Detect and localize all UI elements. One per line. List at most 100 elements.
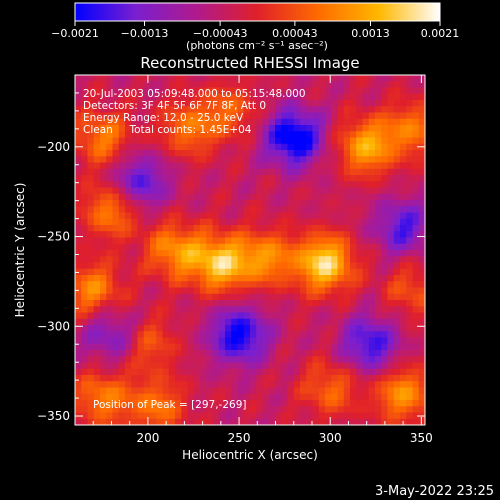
y-tick-label: −250 xyxy=(37,230,70,244)
heatmap-cell xyxy=(193,225,201,232)
heatmap-cell xyxy=(143,212,151,220)
heatmap-cell xyxy=(168,156,176,164)
heatmap-cell xyxy=(225,275,232,282)
heatmap-cell xyxy=(118,331,126,339)
heatmap-cell xyxy=(337,343,345,351)
heatmap-cell xyxy=(187,87,195,95)
heatmap-cell xyxy=(343,268,351,276)
heatmap-cell xyxy=(118,293,126,301)
heatmap-cell xyxy=(187,406,195,414)
heatmap-cell xyxy=(262,406,270,414)
heatmap-cell xyxy=(275,237,282,245)
heatmap-cell xyxy=(206,418,214,425)
heatmap-cell xyxy=(400,168,407,176)
heatmap-cell xyxy=(250,168,257,176)
heatmap-cell xyxy=(187,300,195,307)
heatmap-cell xyxy=(256,193,264,201)
heatmap-cell xyxy=(387,212,395,220)
heatmap-cell xyxy=(75,225,82,232)
heatmap-cell xyxy=(193,137,201,145)
heatmap-cell xyxy=(200,350,207,357)
heatmap-cell xyxy=(206,393,214,401)
heatmap-cell xyxy=(300,218,307,226)
heatmap-cell xyxy=(331,300,339,307)
heatmap-cell xyxy=(262,262,270,270)
heatmap-cell xyxy=(368,262,376,270)
heatmap-cell xyxy=(325,212,332,220)
heatmap-cell xyxy=(343,400,351,407)
heatmap-cell xyxy=(400,400,407,407)
heatmap-cell xyxy=(218,418,226,425)
heatmap-cell xyxy=(375,250,382,257)
heatmap-cell xyxy=(325,118,332,126)
heatmap-cell xyxy=(150,175,157,182)
heatmap-cell xyxy=(168,281,176,289)
heatmap-cell xyxy=(325,225,332,232)
heatmap-cell xyxy=(100,106,107,114)
heatmap-cell xyxy=(256,237,264,245)
heatmap-cell xyxy=(237,231,245,239)
heatmap-cell xyxy=(275,356,282,364)
heatmap-cell xyxy=(131,200,139,207)
heatmap-cell xyxy=(212,200,220,207)
heatmap-cell xyxy=(225,156,232,164)
heatmap-cell xyxy=(312,300,320,307)
heatmap-cell xyxy=(362,231,370,239)
heatmap-cell xyxy=(162,325,170,332)
heatmap-cell xyxy=(262,337,270,345)
heatmap-cell xyxy=(293,106,301,114)
heatmap-cell xyxy=(100,262,107,270)
heatmap-cell xyxy=(275,218,282,226)
heatmap-cell xyxy=(318,100,326,107)
heatmap-cell xyxy=(281,356,289,364)
heatmap-cell xyxy=(118,281,126,289)
heatmap-cell xyxy=(356,262,364,270)
heatmap-cell xyxy=(293,368,301,376)
heatmap-cell xyxy=(412,262,420,270)
heatmap-cell xyxy=(100,168,107,176)
heatmap-cell xyxy=(212,218,220,226)
heatmap-cell xyxy=(356,175,364,182)
heatmap-cell xyxy=(312,356,320,364)
heatmap-cell xyxy=(243,81,251,89)
heatmap-cell xyxy=(112,175,120,182)
heatmap-cell xyxy=(262,212,270,220)
heatmap-cell xyxy=(312,137,320,145)
heatmap-cell xyxy=(206,87,214,95)
heatmap-cell xyxy=(343,200,351,207)
heatmap-cell xyxy=(393,181,401,189)
heatmap-cell xyxy=(106,262,114,270)
heatmap-cell xyxy=(412,268,420,276)
heatmap-cell xyxy=(393,131,401,139)
heatmap-cell xyxy=(312,268,320,276)
heatmap-cell xyxy=(331,231,339,239)
heatmap-cell xyxy=(93,93,101,101)
heatmap-cell xyxy=(275,406,282,414)
heatmap-cell xyxy=(106,81,114,89)
heatmap-cell xyxy=(250,393,257,401)
heatmap-cell xyxy=(300,300,307,307)
heatmap-cell xyxy=(193,87,201,95)
heatmap-cell xyxy=(306,125,314,132)
heatmap-cell xyxy=(256,287,264,295)
heatmap-cell xyxy=(325,243,332,251)
heatmap-cell xyxy=(343,150,351,157)
heatmap-cell xyxy=(212,406,220,414)
heatmap-cell xyxy=(337,187,345,195)
heatmap-cell xyxy=(375,81,382,89)
heatmap-cell xyxy=(268,362,276,370)
heatmap-cell xyxy=(312,143,320,151)
heatmap-cell xyxy=(381,256,389,264)
heatmap-cell xyxy=(168,306,176,314)
heatmap-cell xyxy=(131,337,139,345)
heatmap-cell xyxy=(168,368,176,376)
heatmap-cell xyxy=(287,318,295,326)
heatmap-cell xyxy=(356,362,364,370)
heatmap-cell xyxy=(331,162,339,170)
heatmap-cell xyxy=(175,375,182,382)
heatmap-cell xyxy=(112,350,120,357)
heatmap-cell xyxy=(156,143,164,151)
heatmap-cell xyxy=(125,287,132,295)
heatmap-cell xyxy=(200,412,207,420)
heatmap-cell xyxy=(243,231,251,239)
